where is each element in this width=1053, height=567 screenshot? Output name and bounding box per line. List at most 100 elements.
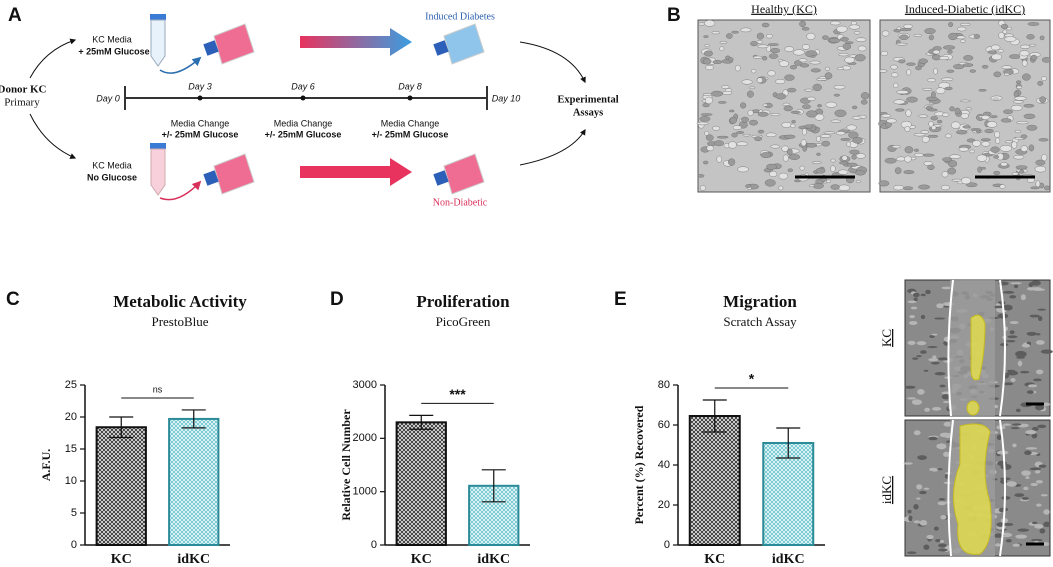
image-label: idKC: [879, 476, 894, 504]
error-bar: [109, 416, 134, 439]
day: Day 6: [291, 81, 315, 91]
x-tick-label: idKC: [772, 552, 805, 567]
panel-letter: B: [667, 5, 681, 26]
condition: + 25mM Glucose: [78, 46, 149, 56]
y-tick-label: 20: [65, 411, 77, 423]
arrow: [519, 128, 586, 166]
media: KC Media: [92, 34, 132, 44]
bar: [168, 417, 220, 547]
y-tick-label: 5: [71, 507, 77, 519]
y-tick-label: 2000: [353, 432, 377, 444]
bar: [762, 442, 815, 546]
error-bar: [181, 409, 206, 429]
y-tick-label: 15: [65, 443, 77, 455]
x-tick-label: idKC: [177, 552, 210, 567]
tube-cap: [150, 14, 166, 20]
chart-title: Metabolic Activity: [113, 292, 247, 311]
image-label: KC: [879, 329, 894, 347]
y-tick-label: 20: [658, 499, 670, 511]
arrow: [300, 28, 412, 56]
y-tick-label: 0: [664, 539, 670, 551]
bar-chart: Migration Scratch Assay Percent (%) Recove…: [632, 292, 825, 567]
panel-letter: D: [330, 289, 344, 310]
timepoint: [407, 95, 413, 101]
scratch-image: [904, 279, 1053, 417]
bar: [688, 415, 741, 546]
change: Media Change: [171, 118, 230, 128]
media: KC Media: [92, 160, 132, 170]
y-tick-label: 0: [71, 539, 77, 551]
tube: [150, 19, 166, 67]
arrow: [159, 180, 202, 201]
outcome: Non-Diabetic: [433, 197, 488, 208]
change: +/- 25mM Glucose: [372, 129, 449, 139]
change: +/- 25mM Glucose: [162, 129, 239, 139]
flask: [203, 23, 255, 65]
donor: Donor KC: [0, 84, 47, 96]
schematic: Donor KC Primary KC Media + 25mM Glucose…: [0, 11, 619, 208]
x-tick-label: idKC: [477, 552, 510, 567]
micrograph: [696, 19, 871, 193]
arrow: [300, 158, 412, 186]
significance: ***: [449, 386, 466, 402]
y-axis-label: Percent (%) Recovered: [632, 405, 646, 524]
arrow: [29, 38, 77, 79]
chart-title: Proliferation: [416, 292, 510, 311]
error-bar: [481, 469, 506, 503]
error-bar: [409, 414, 434, 430]
y-tick-label: 40: [658, 459, 670, 471]
change: Media Change: [274, 118, 333, 128]
tube-cap: [150, 143, 166, 149]
y-tick-label: 3000: [353, 379, 377, 391]
y-axis-label: A.F.U.: [39, 449, 53, 482]
day: Day 3: [188, 81, 212, 91]
day: Day 8: [398, 81, 422, 91]
flask: [433, 153, 485, 195]
donor-type: Primary: [4, 97, 40, 109]
error-bar: [702, 399, 727, 433]
tube: [150, 148, 166, 196]
y-tick-label: 0: [371, 539, 377, 551]
bar-chart: Metabolic Activity PrestoBlue A.F.U. 0 5 10 15…: [39, 292, 248, 567]
change: +/- 25mM Glucose: [265, 129, 342, 139]
charts: Metabolic Activity PrestoBlue A.F.U. 0 5 10 15…: [39, 292, 825, 567]
y-tick-label: 1000: [353, 486, 377, 498]
timepoint: [197, 95, 203, 101]
flask: [203, 153, 255, 195]
significance: ns: [153, 384, 163, 394]
chart-title: Migration: [723, 292, 797, 311]
arrow: [519, 41, 586, 84]
image-label: Induced-Diabetic (idKC): [905, 2, 1025, 16]
outcome: Induced Diabetes: [425, 11, 495, 22]
chart-subtitle: Scratch Assay: [723, 314, 797, 329]
y-tick-label: 25: [65, 379, 77, 391]
significance: *: [749, 371, 755, 387]
scratch-image: [903, 419, 1051, 557]
y-tick-label: 60: [658, 419, 670, 431]
y-axis-label: Relative Cell Number: [339, 409, 353, 521]
bar-chart: Proliferation PicoGreen Relative Cell Numb…: [339, 292, 530, 567]
panel-letter: E: [614, 289, 627, 310]
assays: Assays: [573, 107, 603, 118]
day: Day 0: [96, 93, 120, 103]
panel-letter: C: [6, 289, 20, 310]
micrograph: [878, 19, 1051, 193]
y-tick-label: 10: [65, 475, 77, 487]
bar: [395, 421, 447, 547]
condition: No Glucose: [87, 172, 137, 182]
x-tick-label: KC: [704, 552, 725, 567]
arrow: [159, 56, 202, 74]
change: Media Change: [381, 118, 440, 128]
bar: [95, 426, 147, 546]
arrow: [29, 113, 77, 159]
error-bar: [776, 427, 801, 459]
flask: [433, 23, 485, 65]
x-tick-label: KC: [411, 552, 432, 567]
x-tick-label: KC: [111, 552, 132, 567]
micrographs: [696, 19, 1053, 557]
image-label: Healthy (KC): [751, 2, 817, 16]
assays: Experimental: [557, 94, 618, 105]
timepoint: [300, 95, 306, 101]
y-tick-label: 80: [658, 379, 670, 391]
